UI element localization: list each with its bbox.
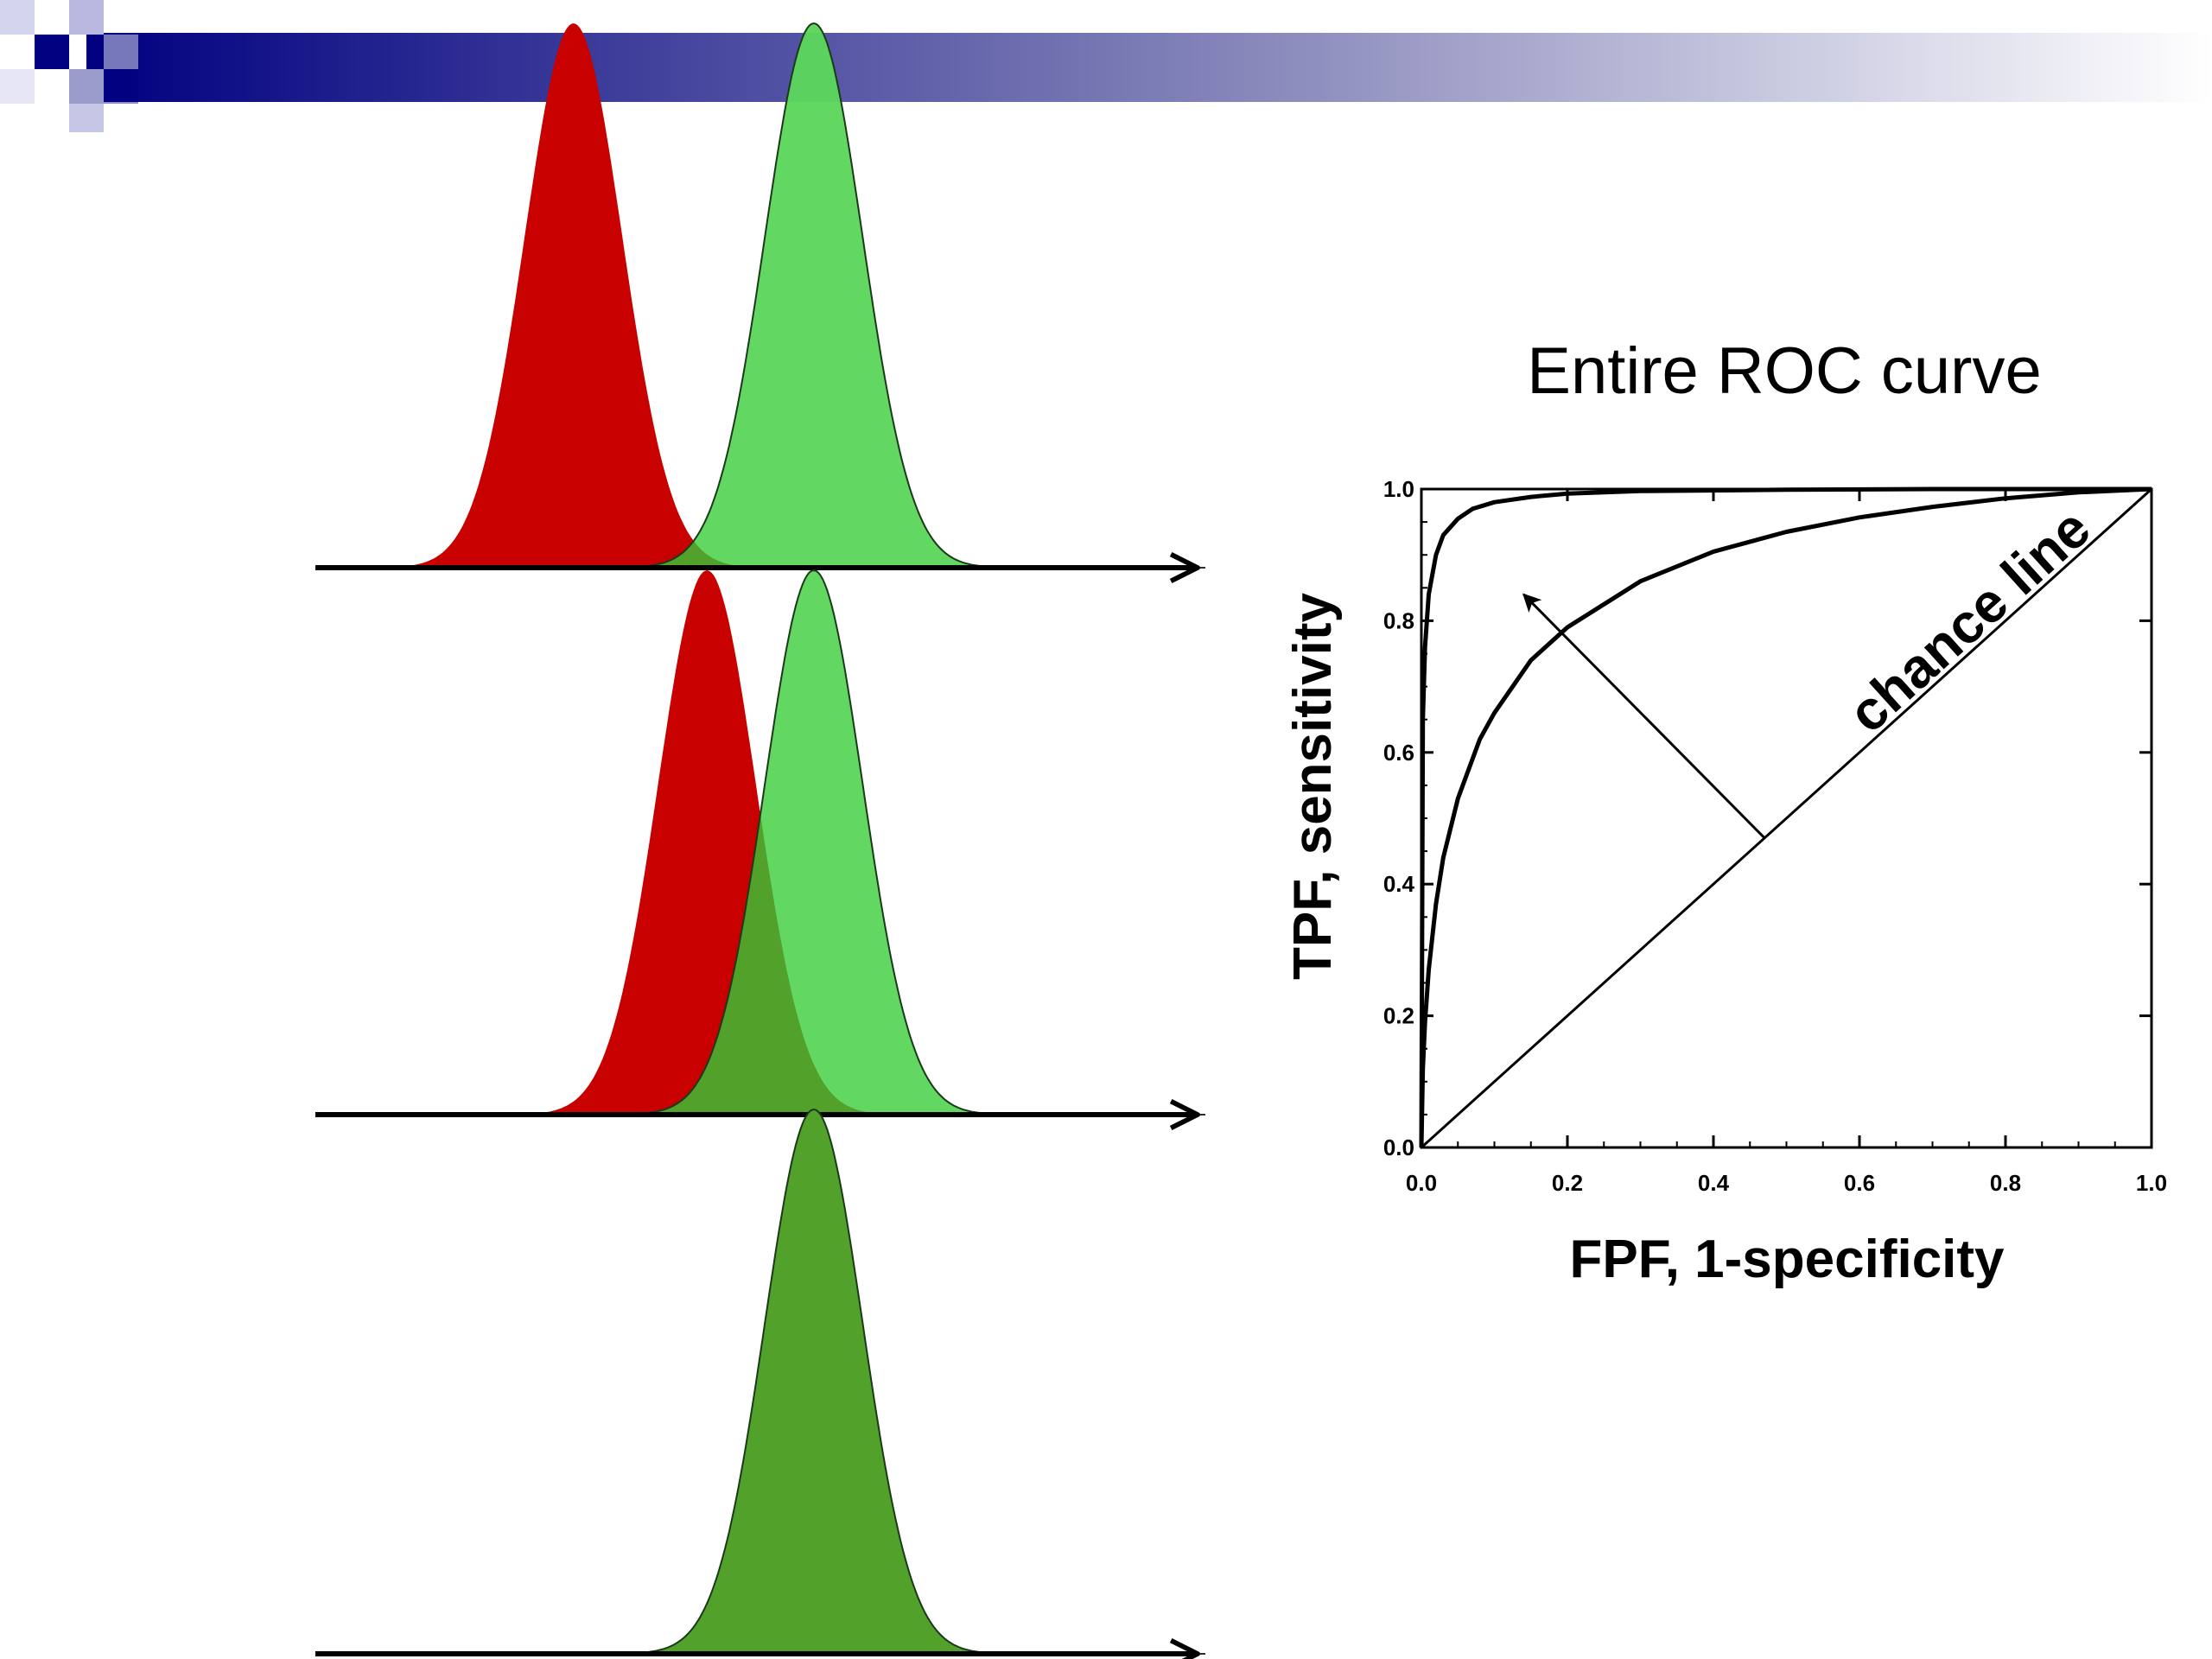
roc-tick-group: 0.0 0.2 0.4 0.6 0.8 1.0 0.0 0.2 0.4 0.6 0.8 1.0	[1383, 476, 2167, 1196]
y-tick-label: 0.8	[1383, 607, 1414, 633]
banner-square	[69, 104, 104, 132]
roc-series-group	[1419, 486, 2153, 1149]
distribution-panel	[315, 1108, 1205, 1654]
banner-square	[0, 69, 35, 104]
improvement-arrow	[1522, 593, 1766, 839]
roc-x-axis-label: FPF, 1-specificity	[1569, 1230, 2005, 1289]
y-tick-label: 0.6	[1383, 740, 1414, 766]
roc-y-axis-label: TPF, sensitivity	[1283, 593, 1343, 980]
slide-banner	[0, 0, 2212, 132]
chance-line-label: chance line	[1836, 497, 2101, 745]
banner-square	[104, 35, 138, 69]
banner-square	[104, 69, 138, 104]
banner-square	[69, 0, 104, 35]
distribution-panel	[315, 22, 1205, 568]
roc-chart: Entire ROC curve FPF, 1-specificity TPF,…	[1283, 334, 2167, 1289]
x-tick-label: 0.6	[1844, 1170, 1875, 1196]
banner-square	[69, 69, 104, 104]
y-tick-label: 0.4	[1383, 871, 1415, 897]
x-tick-label: 1.0	[2136, 1170, 2167, 1196]
banner-bar	[86, 33, 2212, 102]
y-tick-label: 0.0	[1383, 1135, 1414, 1160]
roc-curve-high	[1419, 486, 2152, 1148]
y-tick-label: 0.2	[1383, 1003, 1414, 1029]
x-tick-label: 0.8	[1990, 1170, 2021, 1196]
overlap-region	[315, 1109, 1205, 1654]
x-tick-label: 0.0	[1406, 1170, 1437, 1196]
banner-square	[35, 35, 69, 69]
x-tick-label: 0.2	[1552, 1170, 1583, 1196]
chance-line	[1420, 487, 2153, 1149]
y-tick-label: 1.0	[1383, 476, 1414, 502]
roc-chart-title: Entire ROC curve	[1527, 334, 2042, 408]
positive-distribution	[315, 23, 1205, 568]
x-tick-label: 0.4	[1698, 1170, 1730, 1196]
roc-curve-moderate	[1419, 486, 2152, 1148]
distribution-panel	[315, 569, 1205, 1115]
banner-square	[0, 0, 35, 35]
distribution-panels	[315, 22, 1205, 1654]
negative-distribution	[315, 23, 1205, 568]
overlap-region	[315, 814, 1205, 1115]
